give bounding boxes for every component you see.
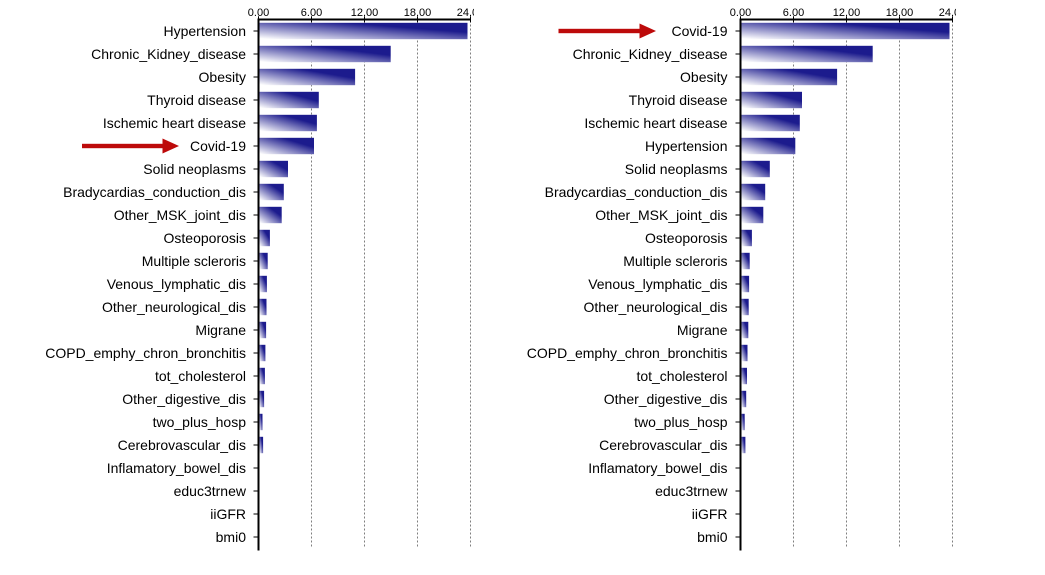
svg-text:Thyroid disease: Thyroid disease — [147, 92, 246, 108]
svg-text:tot_cholesterol: tot_cholesterol — [155, 368, 246, 384]
svg-text:COPD_emphy_chron_bronchitis: COPD_emphy_chron_bronchitis — [45, 345, 246, 361]
svg-text:Osteoporosis: Osteoporosis — [645, 230, 727, 246]
svg-text:24.00: 24.00 — [939, 7, 967, 19]
svg-text:Solid neoplasms: Solid neoplasms — [143, 161, 246, 177]
svg-text:18.00: 18.00 — [404, 7, 432, 19]
svg-text:Ischemic heart disease: Ischemic heart disease — [103, 115, 246, 131]
svg-text:two_plus_hosp: two_plus_hosp — [634, 414, 728, 430]
svg-text:Hypertension: Hypertension — [645, 138, 728, 154]
svg-text:Osteoporosis: Osteoporosis — [164, 230, 246, 246]
svg-text:Multiple scleroris: Multiple scleroris — [623, 253, 727, 269]
svg-text:12.00: 12.00 — [833, 7, 861, 19]
svg-text:bmi0: bmi0 — [216, 529, 247, 545]
svg-text:Bradycardias_conduction_dis: Bradycardias_conduction_dis — [545, 184, 728, 200]
svg-text:12.00: 12.00 — [351, 7, 379, 19]
svg-text:Other_MSK_joint_dis: Other_MSK_joint_dis — [114, 207, 246, 223]
svg-text:Inflamatory_bowel_dis: Inflamatory_bowel_dis — [107, 460, 246, 476]
svg-text:two_plus_hosp: two_plus_hosp — [153, 414, 247, 430]
svg-text:Migrane: Migrane — [677, 322, 728, 338]
svg-text:Thyroid disease: Thyroid disease — [629, 92, 728, 108]
svg-text:iiGFR: iiGFR — [692, 506, 728, 522]
svg-text:Cerebrovascular_dis: Cerebrovascular_dis — [118, 437, 246, 453]
svg-text:Covid-19: Covid-19 — [671, 23, 727, 39]
svg-text:Bradycardias_conduction_dis: Bradycardias_conduction_dis — [63, 184, 246, 200]
svg-text:Other_digestive_dis: Other_digestive_dis — [604, 391, 728, 407]
svg-text:Other_neurological_dis: Other_neurological_dis — [584, 299, 728, 315]
svg-text:Migrane: Migrane — [195, 322, 246, 338]
svg-text:Venous_lymphatic_dis: Venous_lymphatic_dis — [107, 276, 246, 292]
svg-text:Chronic_Kidney_disease: Chronic_Kidney_disease — [573, 46, 728, 62]
svg-text:6.00: 6.00 — [783, 7, 804, 19]
svg-text:COPD_emphy_chron_bronchitis: COPD_emphy_chron_bronchitis — [527, 345, 728, 361]
svg-text:Other_neurological_dis: Other_neurological_dis — [102, 299, 246, 315]
svg-text:Obesity: Obesity — [199, 69, 246, 85]
svg-text:Solid neoplasms: Solid neoplasms — [625, 161, 728, 177]
svg-text:24.00: 24.00 — [457, 7, 485, 19]
svg-text:Ischemic heart disease: Ischemic heart disease — [584, 115, 727, 131]
svg-text:Other_MSK_joint_dis: Other_MSK_joint_dis — [595, 207, 727, 223]
svg-text:18.00: 18.00 — [886, 7, 914, 19]
svg-text:0.00: 0.00 — [730, 7, 751, 19]
svg-text:Hypertension: Hypertension — [164, 23, 247, 39]
svg-text:0.00: 0.00 — [248, 7, 269, 19]
svg-text:6.00: 6.00 — [301, 7, 322, 19]
svg-text:Obesity: Obesity — [680, 69, 727, 85]
svg-text:bmi0: bmi0 — [697, 529, 728, 545]
svg-text:iiGFR: iiGFR — [210, 506, 246, 522]
svg-text:Cerebrovascular_dis: Cerebrovascular_dis — [599, 437, 727, 453]
svg-text:Venous_lymphatic_dis: Venous_lymphatic_dis — [588, 276, 727, 292]
svg-text:educ3trnew: educ3trnew — [655, 483, 728, 499]
svg-text:Inflamatory_bowel_dis: Inflamatory_bowel_dis — [588, 460, 727, 476]
svg-text:Covid-19: Covid-19 — [190, 138, 246, 154]
svg-text:Other_digestive_dis: Other_digestive_dis — [122, 391, 246, 407]
svg-text:tot_cholesterol: tot_cholesterol — [636, 368, 727, 384]
svg-text:Chronic_Kidney_disease: Chronic_Kidney_disease — [91, 46, 246, 62]
svg-text:educ3trnew: educ3trnew — [174, 483, 247, 499]
svg-text:Multiple scleroris: Multiple scleroris — [142, 253, 246, 269]
